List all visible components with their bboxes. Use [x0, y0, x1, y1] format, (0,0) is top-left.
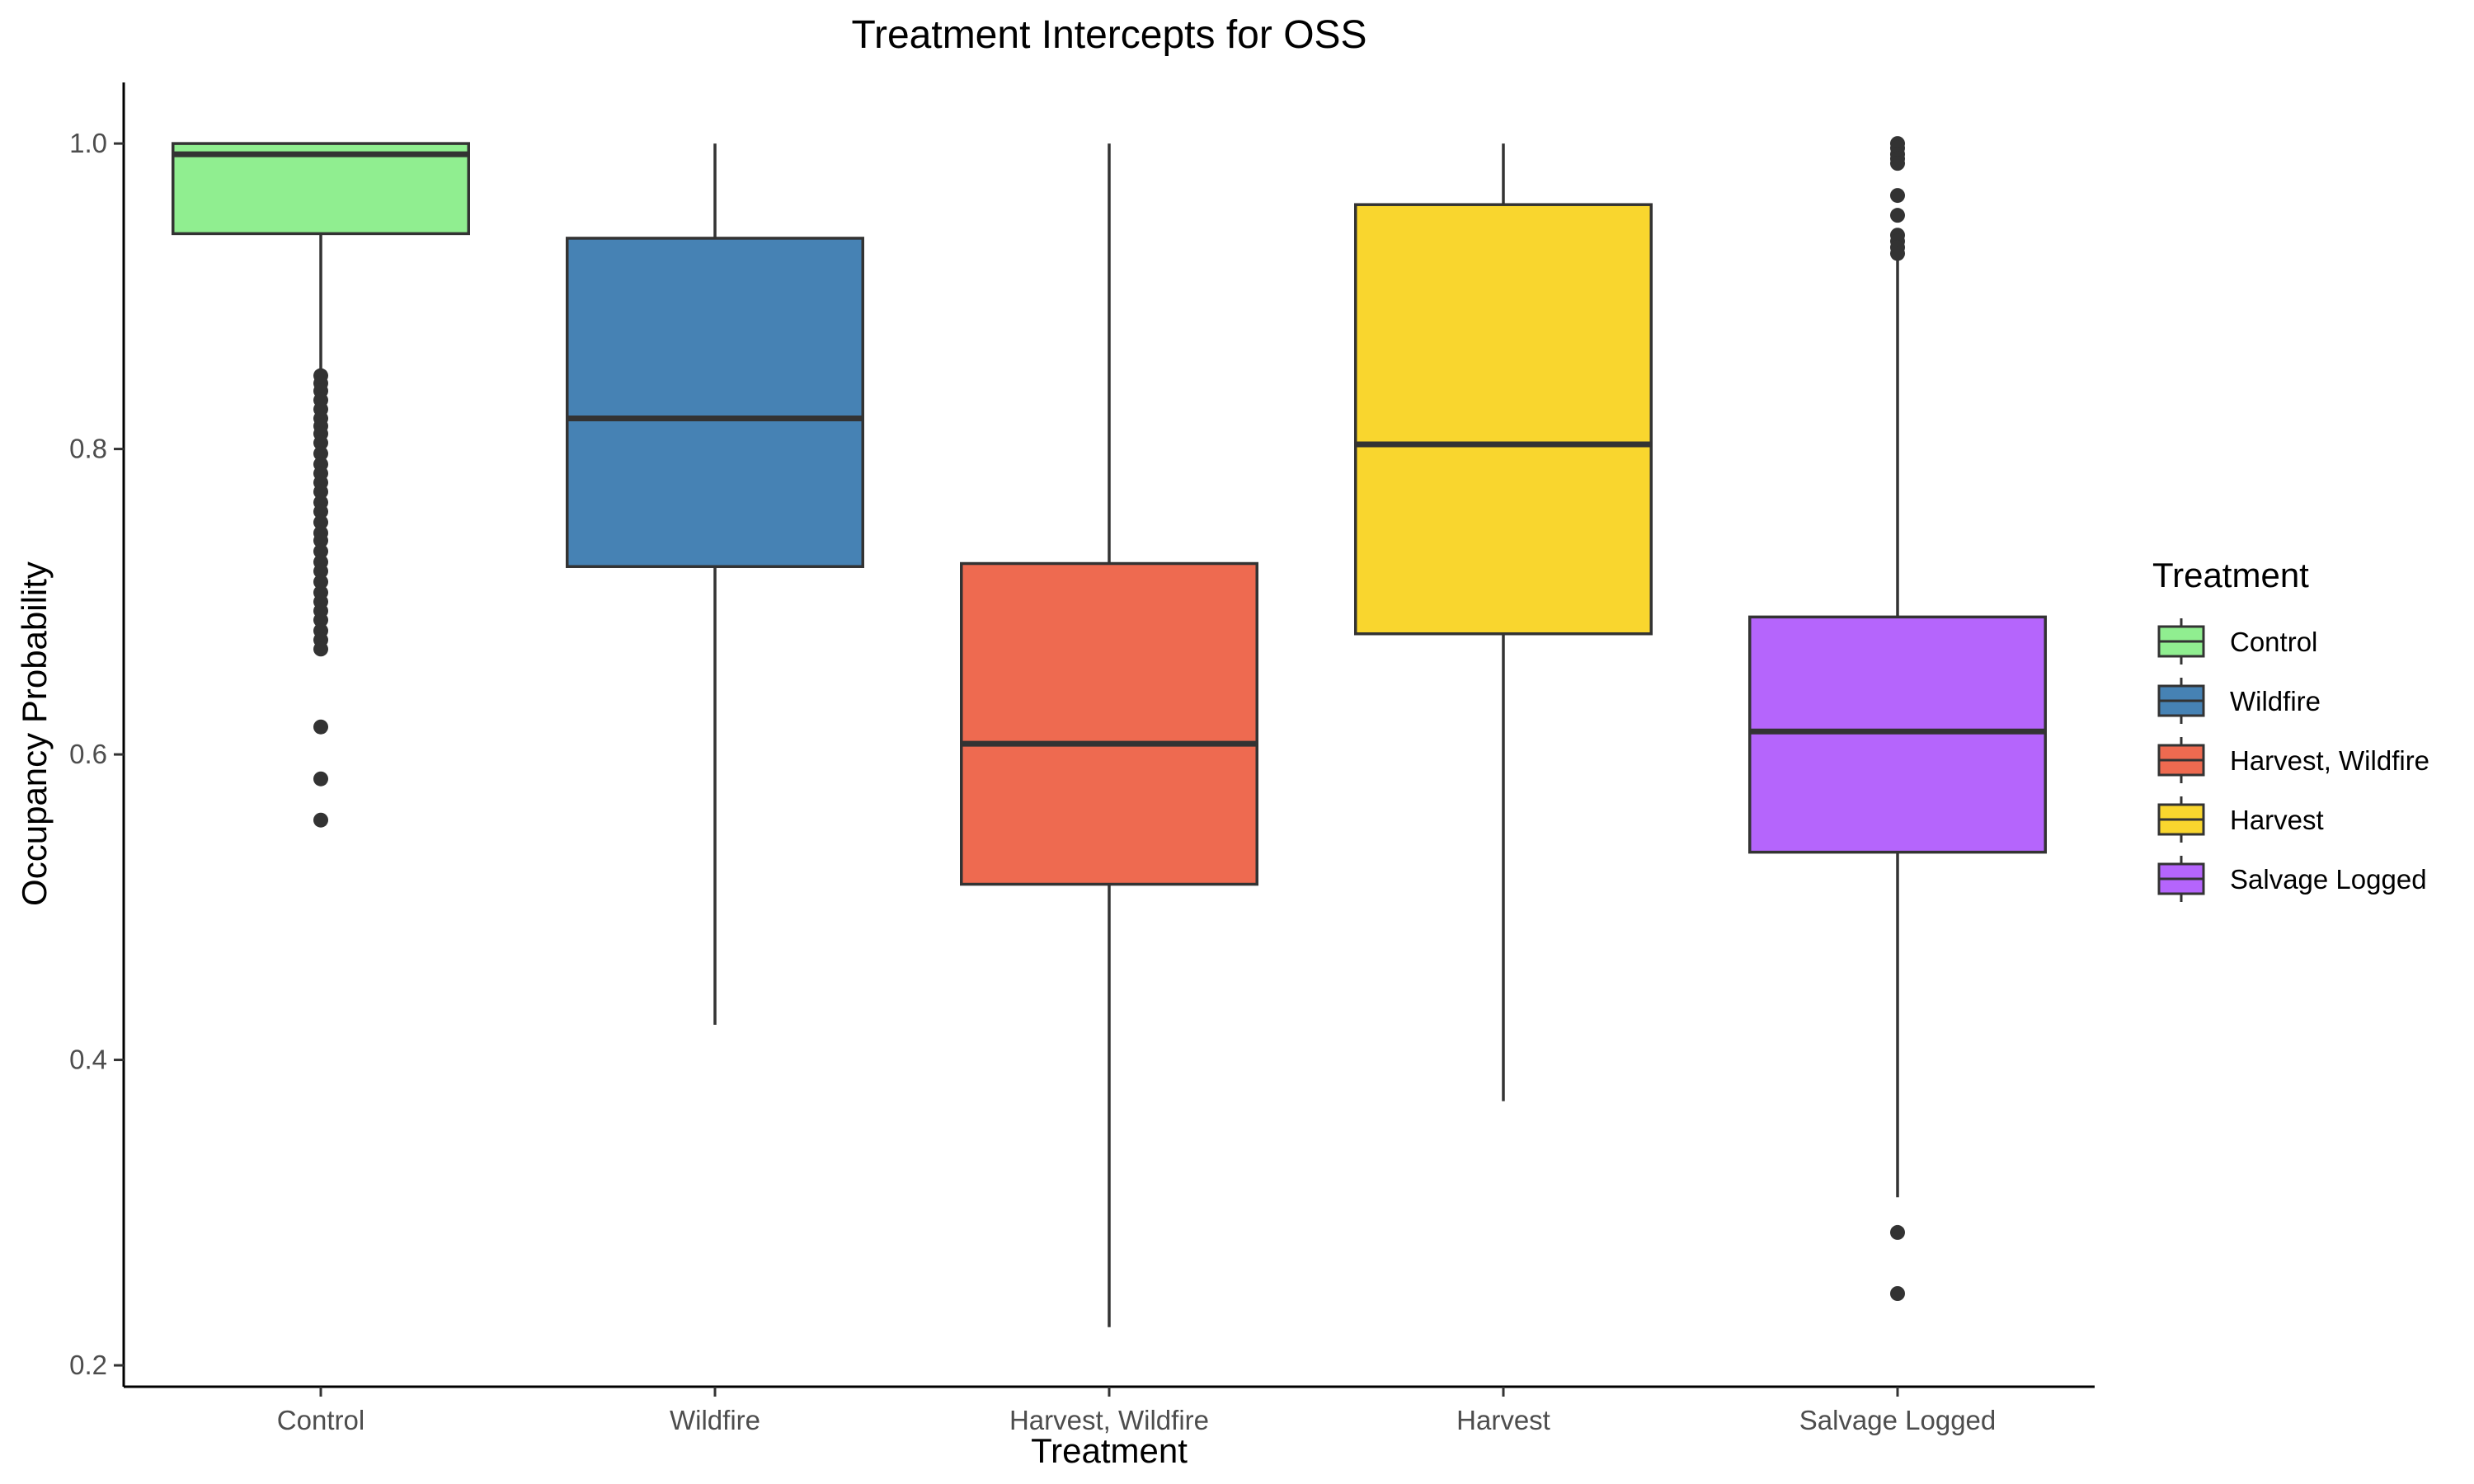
outlier-point: [1890, 1286, 1905, 1301]
box-iqr: [960, 561, 1258, 886]
legend-item: Wildfire: [2157, 678, 2321, 724]
box-group: [1748, 136, 2047, 1301]
x-tick-label: Harvest: [1456, 1405, 1550, 1435]
box-group: [172, 142, 470, 828]
outlier-point: [313, 514, 328, 530]
box-group: [960, 143, 1258, 1327]
y-axis-title: Occupancy Probability: [15, 561, 54, 906]
x-axis-title: Treatment: [1031, 1431, 1188, 1470]
x-tick-label: Wildfire: [670, 1405, 760, 1435]
legend-label: Harvest: [2230, 805, 2324, 835]
box-iqr: [1354, 203, 1653, 636]
x-tick-label: Harvest, Wildfire: [1009, 1405, 1209, 1435]
legend-title: Treatment: [2152, 556, 2309, 594]
outlier-point: [313, 484, 328, 500]
outlier-point: [313, 613, 328, 628]
outlier-point: [313, 771, 328, 787]
legend-item: Control: [2157, 618, 2317, 665]
legend-item: Harvest: [2157, 796, 2324, 843]
outlier-point: [1890, 1224, 1905, 1240]
outlier-point: [313, 435, 328, 451]
outlier-point: [313, 574, 328, 589]
box-iqr: [566, 237, 864, 568]
outlier-point: [313, 533, 328, 548]
outlier-point: [313, 641, 328, 657]
legend-label: Control: [2230, 627, 2317, 657]
outlier-point: [313, 504, 328, 519]
outlier-point: [313, 812, 328, 828]
legend-label: Wildfire: [2230, 686, 2321, 716]
outlier-point: [1890, 188, 1905, 204]
outlier-point: [313, 563, 328, 579]
legend-label: Salvage Logged: [2230, 864, 2427, 895]
legend-item: Salvage Logged: [2157, 856, 2427, 902]
y-tick-label: 0.6: [69, 739, 107, 769]
box-iqr: [1748, 615, 2047, 854]
outlier-point: [313, 719, 328, 735]
x-tick-label: Salvage Logged: [1799, 1405, 1997, 1435]
outlier-point: [313, 446, 328, 462]
outlier-point: [1890, 156, 1905, 171]
legend-label: Harvest, Wildfire: [2230, 745, 2429, 776]
box-group: [1354, 143, 1653, 1101]
y-tick-label: 1.0: [69, 128, 107, 158]
legend: Treatment Control Wildfire Harvest, Wildfi…: [2152, 556, 2429, 902]
box-group: [566, 143, 864, 1025]
box-iqr: [172, 142, 470, 236]
y-tick-label: 0.4: [69, 1045, 107, 1075]
box-plots: [172, 136, 2047, 1327]
y-tick-label: 0.2: [69, 1350, 107, 1380]
y-tick-label: 0.8: [69, 434, 107, 464]
outlier-point: [1890, 246, 1905, 261]
chart-title: Treatment Intercepts for OSS: [851, 13, 1366, 57]
axes: 0.2 0.4 0.6 0.8 1.0 Control Wildfire Harvest, W…: [69, 82, 2095, 1435]
x-tick-label: Control: [277, 1405, 365, 1435]
outlier-point: [1890, 208, 1905, 223]
outlier-point: [313, 543, 328, 559]
legend-item: Harvest, Wildfire: [2157, 737, 2429, 783]
